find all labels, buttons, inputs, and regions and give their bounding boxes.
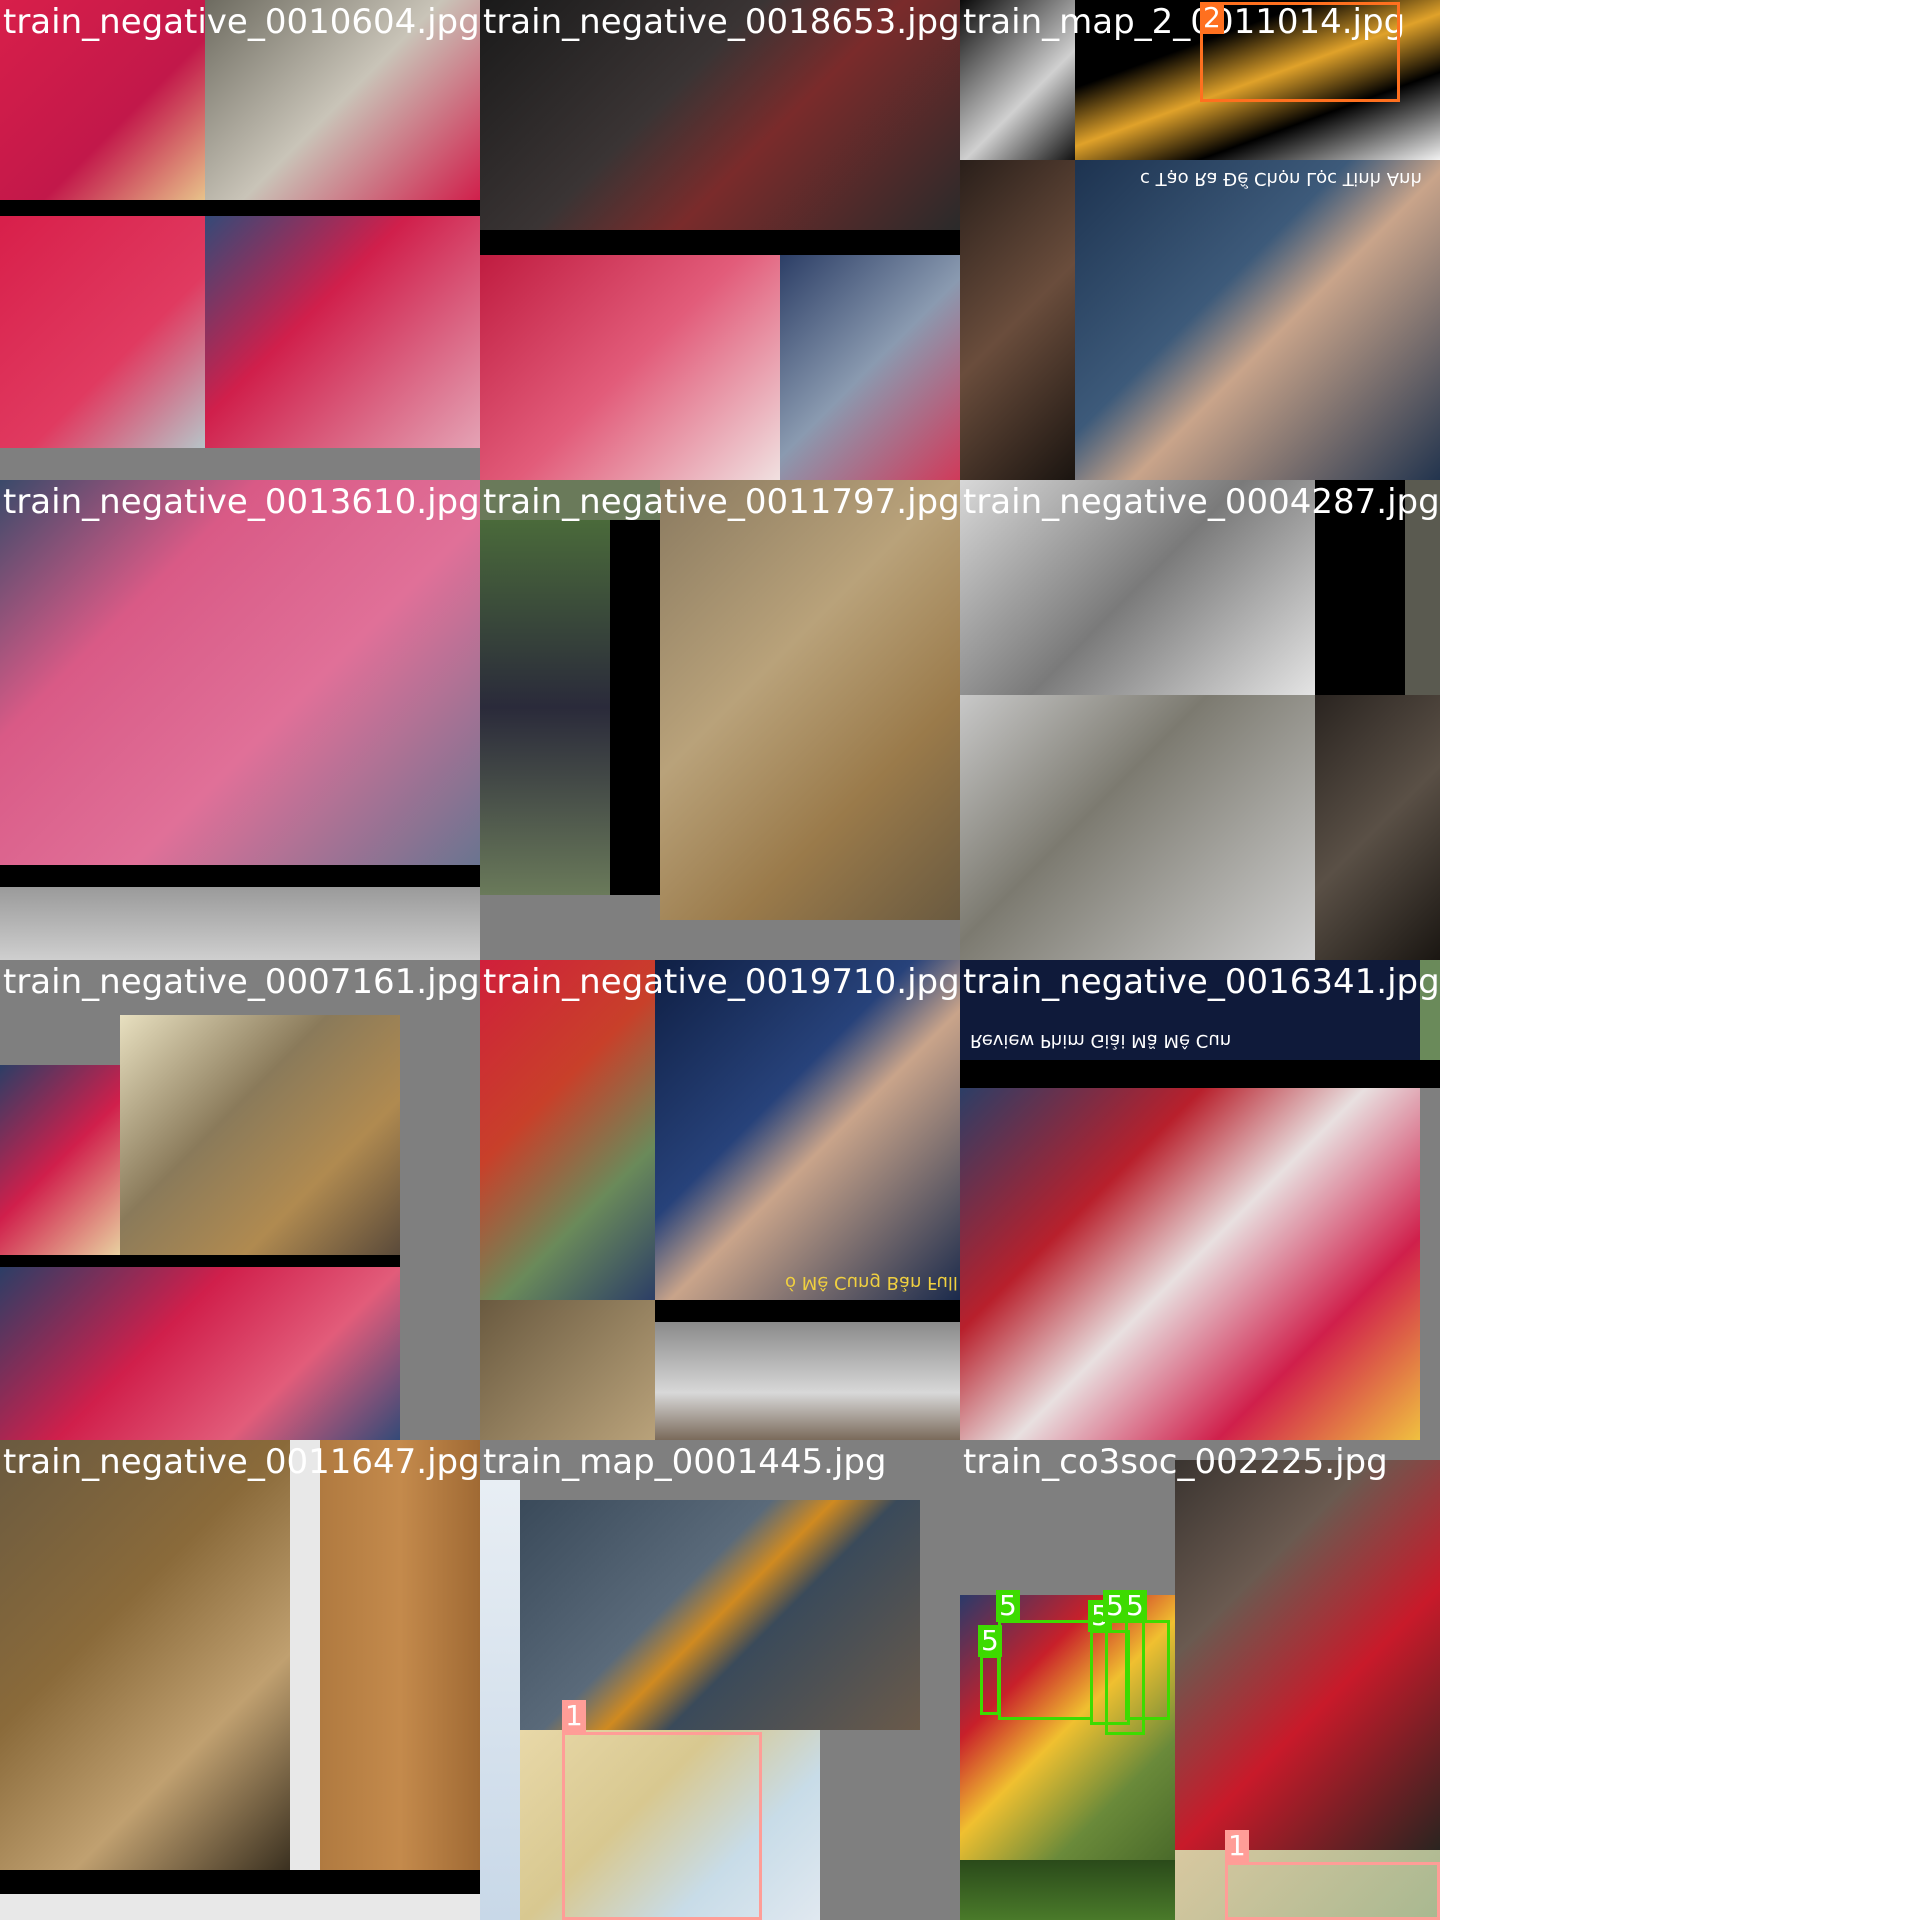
image-patch xyxy=(1075,160,1440,480)
tile-8: ó Mê Cung Bản Full train_negative_001971… xyxy=(480,960,960,1440)
tile-caption: train_negative_0010604.jpg xyxy=(3,2,480,42)
image-patch xyxy=(0,887,480,960)
image-patch xyxy=(480,1300,655,1440)
image-patch xyxy=(0,0,205,200)
detection-box xyxy=(1225,1862,1440,1920)
tile-3: c Tạo Ra Để Chọn Lọc Tinh Anh train_map_… xyxy=(960,0,1440,480)
tile-5: train_negative_0011797.jpg xyxy=(480,480,960,960)
image-patch xyxy=(520,1730,820,1920)
image-patch xyxy=(205,0,480,200)
detection-box xyxy=(1125,1620,1170,1720)
detection-label: 5 xyxy=(978,1625,1002,1657)
tile-caption: train_negative_0016341.jpg xyxy=(963,962,1440,1002)
image-patch xyxy=(960,0,1075,160)
tile-7: train_negative_0007161.jpg xyxy=(0,960,480,1440)
image-patch xyxy=(320,1440,480,1870)
tile-caption: train_negative_0019710.jpg xyxy=(483,962,960,1002)
image-patch xyxy=(1315,695,1440,960)
tile-1: train_negative_0010604.jpg xyxy=(0,0,480,480)
image-patch xyxy=(655,1300,960,1322)
image-patch xyxy=(480,1480,520,1920)
image-patch xyxy=(520,1500,920,1730)
tile-2: train_negative_0018653.jpg xyxy=(480,0,960,480)
tile-6: train_negative_0004287.jpg xyxy=(960,480,1440,960)
tile-caption: train_map_0001445.jpg xyxy=(483,1442,887,1482)
image-patch xyxy=(0,1870,480,1894)
tile-10: train_negative_0011647.jpg xyxy=(0,1440,480,1920)
image-patch xyxy=(480,520,610,895)
image-patch xyxy=(480,255,780,480)
detection-label: 5 xyxy=(1123,1590,1147,1622)
image-patch xyxy=(0,865,480,887)
detection-label: 1 xyxy=(562,1700,586,1732)
tile-caption: train_co3soc_002225.jpg xyxy=(963,1442,1388,1482)
detection-label: 5 xyxy=(996,1590,1020,1622)
detection-label: 2 xyxy=(1200,2,1224,34)
image-patch xyxy=(960,480,1315,695)
image-patch xyxy=(1405,480,1440,695)
detection-label: 1 xyxy=(1225,1830,1249,1862)
image-patch xyxy=(480,230,960,255)
detection-box xyxy=(562,1732,762,1920)
tile-caption: train_negative_0018653.jpg xyxy=(483,2,960,42)
subtitle-text: Review Phim Giải Mã Mê Cun xyxy=(970,1030,1232,1051)
detection-box xyxy=(980,1655,1000,1715)
mosaic-grid: train_negative_0010604.jpg train_negativ… xyxy=(0,0,1440,1920)
tile-12: train_co3soc_002225.jpg 5 5 5 5 5 1 xyxy=(960,1440,1440,1920)
detection-box xyxy=(998,1620,1093,1720)
tile-caption: train_negative_0004287.jpg xyxy=(963,482,1440,522)
image-patch xyxy=(960,1860,1175,1920)
tile-4: train_negative_0013610.jpg xyxy=(0,480,480,960)
detection-box xyxy=(1200,2,1400,102)
image-patch xyxy=(0,1065,120,1255)
image-patch xyxy=(0,1255,400,1267)
image-patch xyxy=(0,1440,290,1870)
image-patch xyxy=(0,216,205,448)
image-patch xyxy=(1075,0,1440,160)
image-patch xyxy=(960,1440,1175,1595)
image-patch xyxy=(0,1267,400,1440)
tile-11: train_map_0001445.jpg 1 xyxy=(480,1440,960,1920)
image-patch xyxy=(480,960,655,1300)
mosaic-row-4: train_negative_0011647.jpg train_map_000… xyxy=(0,1440,1440,1920)
detection-label: 5 xyxy=(1103,1590,1127,1622)
tile-caption: train_negative_0011797.jpg xyxy=(483,482,960,522)
tile-caption: train_negative_0013610.jpg xyxy=(3,482,480,522)
image-patch xyxy=(960,1088,1420,1440)
image-patch xyxy=(610,520,660,895)
image-patch xyxy=(1175,1850,1440,1920)
tile-caption: train_negative_0007161.jpg xyxy=(3,962,480,1002)
tile-caption: train_map_2_0011014.jpg xyxy=(963,2,1406,42)
image-patch xyxy=(0,1894,480,1920)
image-patch xyxy=(0,200,480,216)
tile-9: Review Phim Giải Mã Mê Cun train_negativ… xyxy=(960,960,1440,1440)
subtitle-text: c Tạo Ra Để Chọn Lọc Tinh Anh xyxy=(1140,168,1422,189)
image-patch xyxy=(290,1440,320,1870)
image-patch xyxy=(960,160,1075,480)
image-patch xyxy=(655,1322,960,1440)
image-patch xyxy=(960,695,1315,960)
image-patch xyxy=(960,960,1420,1060)
image-patch xyxy=(655,960,960,1300)
image-patch xyxy=(0,480,480,865)
image-patch xyxy=(960,1060,1440,1088)
tile-caption: train_negative_0011647.jpg xyxy=(3,1442,480,1482)
image-patch xyxy=(660,480,960,920)
image-patch xyxy=(480,480,660,520)
image-patch xyxy=(120,1015,400,1255)
image-patch xyxy=(205,216,480,448)
image-patch xyxy=(1315,480,1405,695)
image-patch xyxy=(780,255,960,480)
image-patch xyxy=(480,0,960,230)
image-patch xyxy=(1420,960,1440,1060)
subtitle-text: ó Mê Cung Bản Full xyxy=(785,1272,958,1293)
image-patch xyxy=(1175,1460,1440,1850)
